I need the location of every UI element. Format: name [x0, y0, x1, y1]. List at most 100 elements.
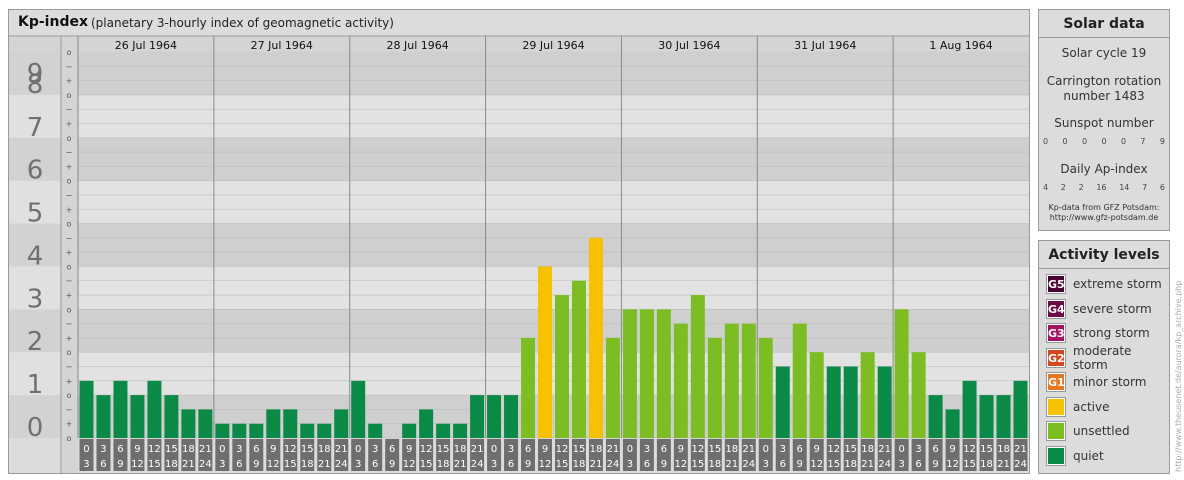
hour-start-label: 18: [861, 444, 874, 455]
hour-box: [877, 439, 892, 471]
hour-box: [555, 439, 569, 471]
kp-bar: [181, 409, 196, 438]
hour-end-label: 15: [420, 459, 433, 470]
day-label: 27 Jul 1964: [251, 39, 313, 52]
hour-box: [164, 439, 179, 471]
hour-box: [402, 439, 417, 471]
y-subtick: −: [66, 363, 73, 372]
y-subtick: −: [66, 148, 73, 157]
hour-start-label: 21: [742, 444, 755, 455]
y-subtick: +: [66, 162, 73, 171]
hour-start-label: 9: [270, 444, 276, 455]
hour-start-label: 21: [607, 444, 620, 455]
band-5: [78, 180, 1029, 224]
hour-box: [283, 439, 298, 471]
y-subtick: o: [67, 391, 72, 400]
kp-bar: [775, 366, 790, 438]
kp-bar: [368, 423, 383, 438]
hour-end-label: 3: [898, 459, 904, 470]
hour-end-label: 9: [661, 459, 667, 470]
hour-start-label: 6: [932, 444, 938, 455]
hour-start-label: 9: [678, 444, 684, 455]
kp-bar: [571, 280, 586, 438]
carrington-rotation-label: Carrington rotation: [1046, 74, 1162, 88]
hour-end-label: 24: [1014, 459, 1027, 470]
hour-box: [419, 439, 434, 471]
sunspot-values: 0 0 0 0 0 7 9: [1043, 137, 1165, 146]
hour-box: [487, 439, 502, 471]
band-6: [78, 137, 1029, 181]
y-axis-band: [9, 137, 61, 181]
activity-level-swatch: G3: [1046, 323, 1066, 343]
hour-end-label: 12: [946, 459, 959, 470]
hour-box: [690, 439, 705, 471]
hour-start-label: 18: [318, 444, 331, 455]
activity-level-label: unsettled: [1073, 424, 1130, 438]
activity-level-swatch: [1046, 396, 1066, 417]
y-subtick: −: [66, 105, 73, 114]
kp-bar: [300, 423, 315, 438]
hour-start-label: 0: [83, 444, 89, 455]
hour-end-label: 21: [454, 459, 467, 470]
hour-start-label: 18: [725, 444, 738, 455]
hour-start-label: 0: [219, 444, 225, 455]
hour-start-label: 6: [389, 444, 395, 455]
kp-bar: [79, 380, 94, 438]
activity-level-label: extreme storm: [1073, 277, 1162, 291]
kp-bar: [215, 423, 230, 438]
hour-end-label: 12: [403, 459, 416, 470]
hour-start-label: 12: [284, 444, 297, 455]
hour-box: [334, 439, 349, 471]
hour-end-label: 6: [236, 459, 242, 470]
hour-end-label: 6: [100, 459, 106, 470]
hour-start-label: 15: [573, 444, 586, 455]
ap-index-title: Daily Ap-index: [1060, 162, 1148, 176]
credit-url: http://www.theusenet.de/aurora/kp_archiv…: [1174, 280, 1183, 472]
hour-start-label: 21: [335, 444, 348, 455]
activity-level-minor-storm: G1 minor storm: [1046, 372, 1146, 392]
hour-box: [96, 439, 111, 471]
y-axis-band: [9, 309, 61, 353]
y-subtick: o: [67, 348, 72, 357]
hour-end-label: 3: [83, 459, 89, 470]
hour-box: [1013, 439, 1028, 471]
hour-box: [826, 439, 841, 471]
activity-level-label: strong storm: [1073, 326, 1150, 340]
sunspot-title: Sunspot number: [1054, 116, 1154, 130]
hour-end-label: 18: [301, 459, 314, 470]
hour-end-label: 18: [844, 459, 857, 470]
hour-start-label: 3: [100, 444, 106, 455]
hour-end-label: 12: [810, 459, 823, 470]
hour-start-label: 21: [1014, 444, 1027, 455]
kp-bar: [249, 423, 264, 438]
hour-end-label: 18: [165, 459, 178, 470]
kp-bar: [147, 380, 162, 438]
kp-chart: 0123456789o+−o+−o+−o+−o+−o+−o+−o+−o+−o26…: [9, 35, 1029, 473]
hour-box: [470, 439, 485, 471]
activity-levels-panel: Activity levels G5 extreme storm G4 severe …: [1038, 240, 1170, 474]
kp-bar: [351, 380, 366, 438]
hour-end-label: 24: [199, 459, 212, 470]
hour-start-label: 9: [134, 444, 140, 455]
hour-box: [775, 439, 790, 471]
hour-end-label: 9: [389, 459, 395, 470]
hour-start-label: 3: [372, 444, 378, 455]
hour-box: [911, 439, 926, 471]
kp-bar: [1013, 380, 1028, 438]
hour-box: [809, 439, 824, 471]
hour-box: [758, 439, 773, 471]
y-subtick: −: [66, 62, 73, 71]
activity-level-swatch: G2: [1046, 347, 1066, 368]
y-subtick: +: [66, 420, 73, 429]
subtick-column: [61, 52, 78, 473]
band-2: [78, 309, 1029, 353]
hour-end-label: 6: [915, 459, 921, 470]
hour-start-label: 18: [454, 444, 467, 455]
kp-bar: [130, 395, 145, 438]
y-tick-label: 2: [27, 327, 44, 357]
hour-box: [979, 439, 994, 471]
ap-index-values: 4 2 2 16 14 7 6: [1043, 183, 1165, 192]
hour-box: [639, 439, 654, 471]
hour-start-label: 6: [797, 444, 803, 455]
hour-end-label: 6: [508, 459, 514, 470]
